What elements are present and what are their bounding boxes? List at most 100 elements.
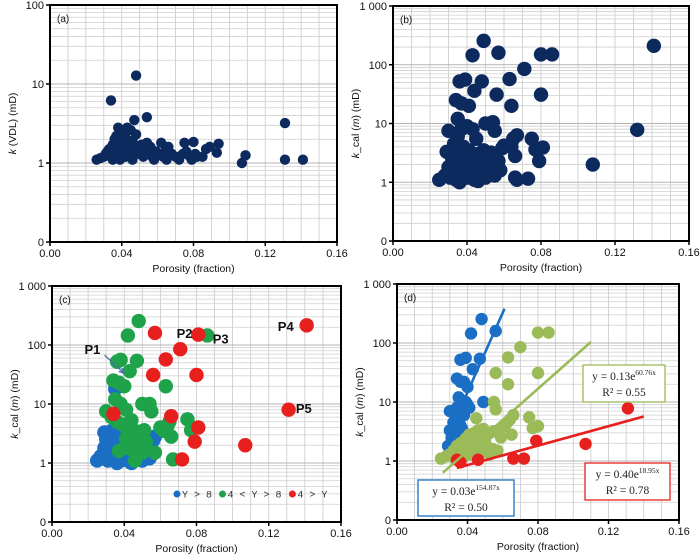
series-4-y: [106, 318, 314, 467]
data-point: [299, 318, 314, 333]
legend-marker: [288, 490, 296, 498]
data-point: [106, 406, 121, 422]
equation-box: y = 0.40e18.95x R² = 0.78: [584, 462, 671, 501]
y-tick-label: 10: [375, 119, 387, 131]
data-point: [173, 341, 188, 357]
data-point: [509, 172, 525, 188]
equation-box-frame: [584, 462, 671, 501]
y-axis-label-part: _cal (: [354, 405, 366, 432]
data-point: [130, 129, 142, 140]
x-axis-label: Porosity (fraction): [497, 541, 579, 553]
equation-base: y = 0.13e: [592, 371, 635, 383]
data-point: [524, 131, 539, 146]
y-axis-label: k_cal (m) (mD): [9, 369, 21, 438]
x-tick-label: 0.12: [604, 247, 625, 259]
data-point: [530, 434, 543, 447]
data-point: [579, 437, 592, 451]
y-tick-label: 100: [369, 60, 387, 72]
data-point: [189, 367, 204, 383]
data-point: [509, 128, 525, 143]
data-point: [533, 47, 549, 62]
data-point: [147, 325, 163, 341]
data-point: [531, 366, 545, 380]
panel-label: (a): [57, 14, 69, 25]
y-tick-label: 100: [373, 338, 391, 350]
data-point: [136, 422, 152, 438]
annotation-label: P5: [296, 401, 312, 416]
data-point: [187, 434, 202, 449]
y-axis-label-part: ) (mD): [9, 369, 21, 399]
x-tick-label: 0.12: [598, 526, 619, 538]
equation-box-frame: [417, 479, 515, 517]
data-point: [164, 429, 179, 444]
data-point: [281, 402, 296, 417]
y-axis-label-part: m: [9, 399, 21, 408]
x-tick-label: 0.08: [527, 526, 548, 538]
r-squared-text: R² = 0.55: [602, 387, 646, 399]
x-tick-label: 0.16: [330, 528, 351, 540]
data-point: [464, 327, 478, 340]
x-tick-label: 0.16: [326, 248, 347, 260]
data-point: [493, 163, 508, 178]
y-axis-label-part: ) (mD): [354, 367, 366, 397]
y-axis-label: k_cal (m) (mD): [350, 89, 362, 158]
equation-exponent: 154.87x: [475, 483, 500, 492]
x-tick-label: 0.16: [668, 526, 689, 538]
data-point: [113, 352, 128, 368]
x-axis-label: Porosity (fraction): [152, 263, 234, 275]
y-tick-label: 10: [32, 79, 44, 91]
trendline: [441, 341, 592, 474]
y-axis-label: k (VDL) (mD): [7, 93, 19, 155]
x-tick-label: 0.12: [258, 528, 279, 540]
data-point: [505, 428, 518, 441]
data-point: [489, 403, 502, 416]
y-gridlines: [397, 283, 679, 503]
data-point: [158, 352, 173, 367]
equation-exponent: 60.76x: [635, 368, 656, 377]
x-tick-label: 0.12: [255, 248, 276, 260]
data-point: [135, 445, 150, 460]
y-tick-label: 1: [38, 158, 44, 170]
y-tick-label: 1 000: [18, 281, 46, 293]
legend-label: 4 < Y > 8: [228, 491, 282, 502]
x-axis-label: Porosity (fraction): [500, 262, 582, 274]
equation-box: y = 0.03e154.87x R² = 0.50: [417, 479, 515, 517]
x-tick-label: 0.08: [183, 248, 204, 260]
data-point: [129, 353, 145, 368]
data-point: [180, 412, 195, 427]
data-point: [585, 157, 600, 172]
data-point: [279, 154, 291, 165]
data-point: [158, 379, 173, 394]
series-k-cal-m-: [432, 33, 662, 190]
data-point: [191, 327, 206, 342]
legend: Y > 8 4 < Y > 8 4 > Y: [173, 490, 327, 502]
data-point: [459, 351, 472, 365]
data-point: [279, 117, 291, 129]
r-squared-text: R² = 0.78: [606, 485, 650, 497]
panel-a: 0.00 0.04 0.08 0.12 0.16 0 1 10 100 Porosity (fra…: [7, 0, 348, 275]
x-tick-label: 0.00: [39, 248, 60, 260]
x-tick-label: 0.00: [41, 528, 62, 540]
data-point: [502, 71, 517, 87]
data-point: [117, 379, 132, 394]
data-point: [129, 114, 140, 126]
data-point: [504, 98, 519, 114]
panel-c: 0.00 0.04 0.08 0.12 0.16 0 1 10 100 1 000 Porosity…: [9, 281, 352, 554]
data-point: [164, 409, 179, 424]
data-point: [127, 154, 138, 165]
data-point: [475, 312, 488, 326]
data-point: [122, 363, 137, 379]
data-point: [144, 404, 159, 419]
data-point: [517, 61, 532, 77]
data-point: [630, 122, 645, 138]
data-point: [514, 340, 527, 354]
x-tick-label: 0.04: [114, 528, 135, 540]
y-tick-label: 10: [34, 399, 46, 411]
data-point: [531, 326, 545, 339]
data-point: [179, 137, 190, 149]
data-point: [489, 366, 502, 380]
data-point: [542, 326, 555, 339]
data-point: [517, 452, 531, 465]
data-point: [491, 45, 506, 60]
data-point: [470, 412, 483, 425]
